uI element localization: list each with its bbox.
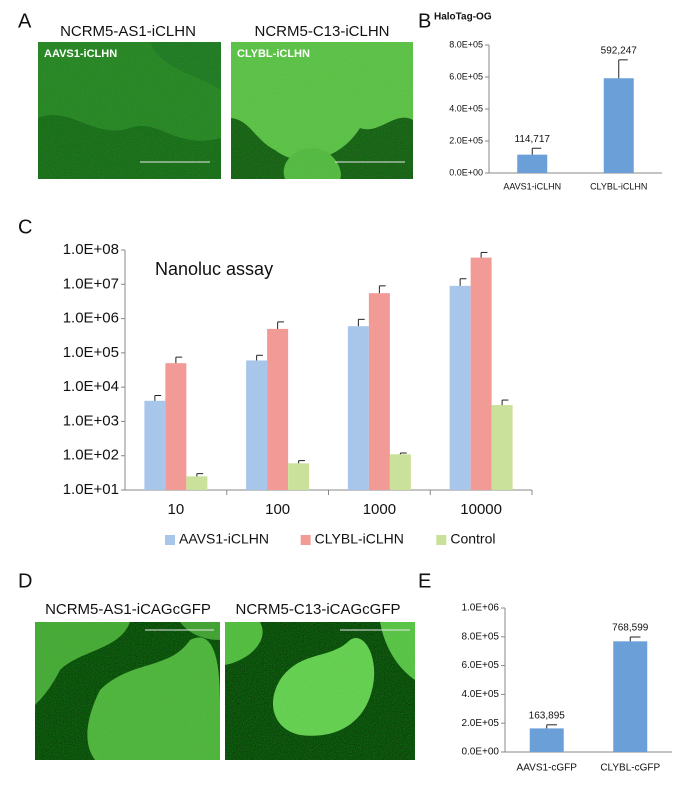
- legend-swatch: [300, 535, 311, 545]
- image-title: NCRM5-AS1-iCLHN: [60, 23, 196, 40]
- image-title: NCRM5-AS1-iCAGcGFP: [45, 601, 211, 618]
- y-tick-label: 8.0E+05: [461, 631, 499, 642]
- bar: [288, 463, 310, 490]
- chart-title: HaloTag-OG: [434, 12, 492, 23]
- image-label: AAVS1-iCLHN: [44, 48, 117, 60]
- micrograph: [35, 622, 220, 760]
- y-tick-label: 0.0E+00: [449, 167, 483, 177]
- legend-swatch: [436, 535, 447, 545]
- bar: [246, 360, 268, 490]
- legend-swatch: [165, 535, 175, 545]
- x-tick-label: 100: [265, 501, 290, 518]
- bar: [144, 400, 166, 490]
- y-tick-label: 1.0E+05: [63, 344, 119, 361]
- y-tick-label: 1.0E+06: [63, 310, 119, 327]
- y-tick-label: 4.0E+05: [461, 689, 499, 700]
- x-tick-label: 1000: [363, 501, 396, 518]
- image-title: NCRM5-C13-iCAGcGFP: [235, 601, 400, 618]
- x-tick-label: 10: [168, 501, 185, 518]
- bar: [389, 454, 411, 490]
- y-tick-label: 6.0E+05: [449, 71, 483, 81]
- panel-letter: D: [18, 570, 32, 592]
- value-label: 592,247: [601, 45, 638, 56]
- y-tick-label: 1.0E+04: [63, 378, 119, 395]
- bar: [165, 363, 187, 490]
- legend-label: AAVS1-iCLHN: [179, 531, 269, 547]
- bar: [603, 78, 634, 173]
- micrograph: [225, 622, 415, 760]
- y-tick-label: 1.0E+02: [63, 447, 119, 464]
- y-tick-label: 1.0E+06: [461, 603, 499, 614]
- x-tick-label: AAVS1-iCLHN: [503, 181, 561, 191]
- bar: [470, 257, 492, 490]
- y-tick-label: 2.0E+05: [449, 135, 483, 145]
- value-label: 114,717: [515, 134, 551, 145]
- y-tick-label: 4.0E+05: [449, 103, 483, 113]
- y-tick-label: 0.0E+00: [461, 747, 499, 758]
- y-tick-label: 1.0E+08: [63, 241, 119, 258]
- x-tick-label: 10000: [460, 501, 502, 518]
- x-tick-label: AAVS1-cGFP: [517, 763, 578, 774]
- micrograph: [38, 42, 221, 179]
- y-tick-label: 1.0E+03: [63, 412, 119, 429]
- bar: [186, 476, 208, 490]
- image-title: NCRM5-C13-iCLHN: [254, 23, 389, 40]
- bar: [449, 285, 471, 490]
- bar: [529, 728, 564, 752]
- image-label: CLYBL-iCLHN: [237, 48, 310, 60]
- y-tick-label: 2.0E+05: [461, 718, 499, 729]
- panel-letter: C: [18, 216, 32, 238]
- annotation: Nanoluc assay: [155, 259, 273, 279]
- y-tick-label: 8.0E+05: [449, 39, 483, 49]
- bar: [517, 154, 548, 173]
- value-label: 768,599: [612, 623, 649, 634]
- y-tick-label: 1.0E+01: [63, 481, 119, 498]
- micrograph: [231, 42, 413, 179]
- bar: [347, 326, 369, 490]
- panel-letter: A: [18, 10, 32, 32]
- x-tick-label: CLYBL-cGFP: [600, 763, 660, 774]
- y-tick-label: 1.0E+07: [63, 275, 119, 292]
- bar: [491, 405, 513, 490]
- value-label: 163,895: [529, 710, 566, 721]
- panel-letter: B: [418, 10, 431, 32]
- panel-letter: E: [418, 570, 431, 592]
- bar: [368, 293, 390, 490]
- y-tick-label: 6.0E+05: [461, 660, 499, 671]
- bar: [267, 328, 289, 490]
- legend-label: CLYBL-iCLHN: [315, 531, 404, 547]
- legend-label: Control: [450, 531, 495, 547]
- bar: [613, 641, 648, 752]
- x-tick-label: CLYBL-iCLHN: [590, 181, 647, 191]
